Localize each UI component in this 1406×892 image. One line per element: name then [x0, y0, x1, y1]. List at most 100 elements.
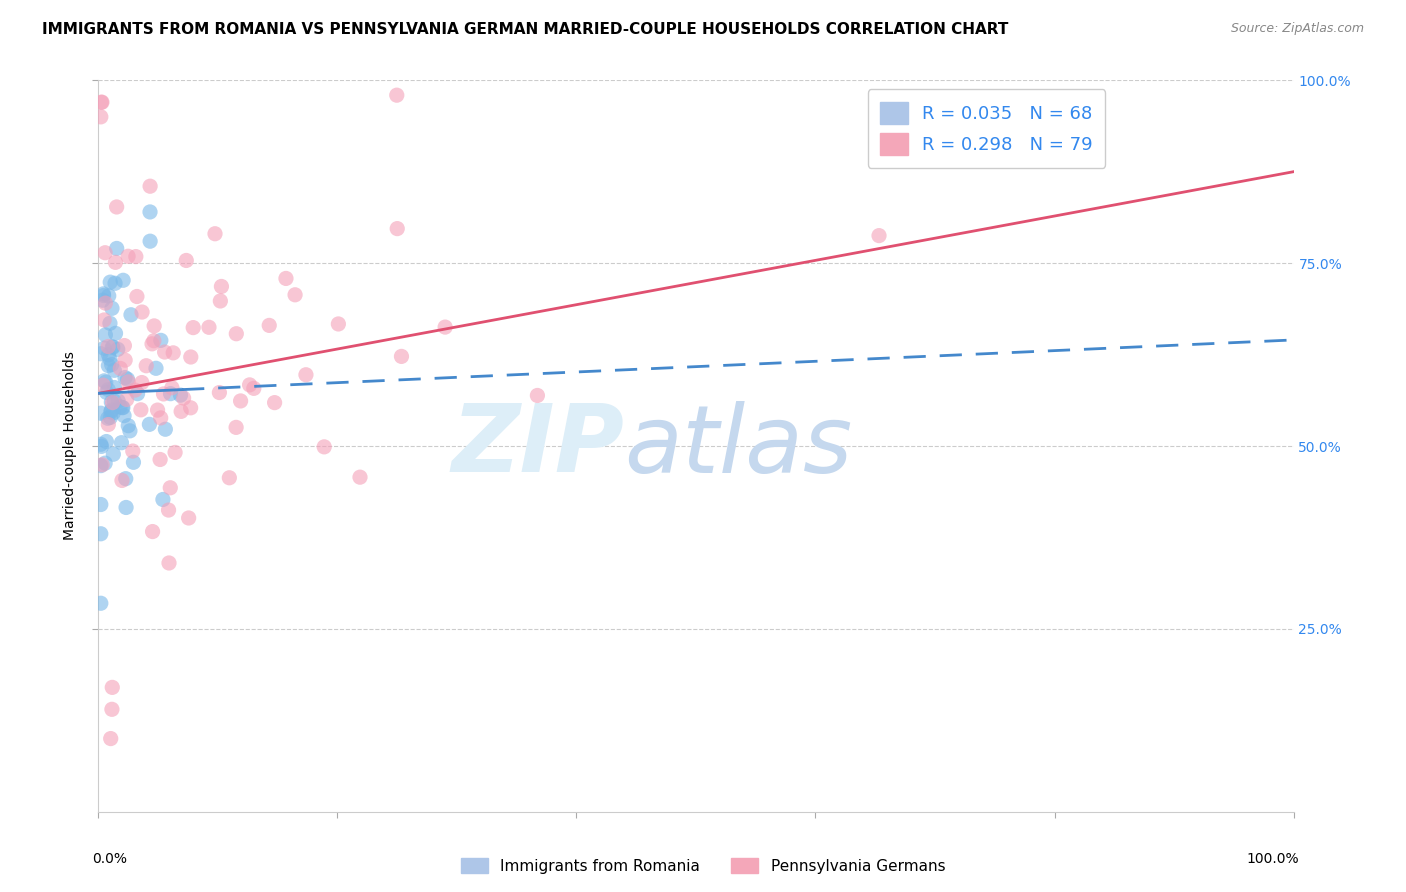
Point: [145, 361, 167, 376]
Point: [105, 242, 128, 256]
Point: [114, 472, 136, 486]
Point: [263, 395, 285, 409]
Point: [103, 394, 125, 409]
Point: [94, 296, 117, 310]
Point: [117, 372, 139, 386]
Legend: Immigrants from Romania, Pennsylvania Germans: Immigrants from Romania, Pennsylvania Ge…: [454, 852, 952, 880]
Point: [98, 275, 121, 289]
Point: [115, 392, 138, 407]
Point: [101, 681, 124, 695]
Point: [349, 470, 371, 484]
Text: ZIP: ZIP: [451, 400, 624, 492]
Point: [111, 401, 134, 415]
Point: [101, 395, 124, 409]
Point: [385, 88, 408, 103]
Point: [104, 326, 127, 341]
Point: [105, 200, 128, 214]
Point: [90, 347, 112, 361]
Text: atlas: atlas: [624, 401, 852, 491]
Point: [94, 456, 117, 470]
Point: [152, 492, 174, 507]
Point: [314, 440, 336, 454]
Point: [177, 511, 200, 525]
Point: [180, 401, 202, 415]
Point: [97, 417, 120, 432]
Point: [181, 320, 204, 334]
Point: [98, 351, 121, 366]
Point: [157, 556, 180, 570]
Point: [198, 320, 221, 334]
Point: [142, 334, 165, 348]
Point: [139, 234, 162, 248]
Point: [868, 228, 890, 243]
Point: [107, 343, 129, 357]
Point: [143, 318, 166, 333]
Point: [94, 375, 117, 389]
Point: [173, 391, 195, 405]
Point: [142, 524, 165, 539]
Point: [96, 434, 118, 449]
Point: [125, 289, 148, 303]
Point: [97, 383, 120, 397]
Point: [97, 411, 120, 425]
Point: [108, 400, 131, 414]
Point: [103, 447, 125, 461]
Point: [218, 471, 240, 485]
Point: [91, 293, 114, 308]
Point: [101, 340, 124, 354]
Point: [157, 503, 180, 517]
Point: [93, 286, 115, 301]
Point: [96, 385, 118, 400]
Point: [149, 411, 172, 425]
Point: [91, 458, 114, 472]
Point: [114, 353, 136, 368]
Point: [434, 320, 457, 334]
Point: [103, 406, 125, 420]
Point: [155, 422, 177, 436]
Point: [97, 289, 120, 303]
Point: [94, 245, 117, 260]
Point: [165, 445, 187, 459]
Point: [239, 377, 262, 392]
Point: [90, 437, 112, 451]
Point: [90, 95, 112, 110]
Point: [111, 401, 134, 415]
Point: [209, 293, 232, 308]
Point: [160, 381, 183, 395]
Point: [208, 385, 231, 400]
Point: [180, 350, 202, 364]
Point: [103, 380, 125, 394]
Point: [100, 731, 122, 746]
Legend: R = 0.035   N = 68, R = 0.298   N = 79: R = 0.035 N = 68, R = 0.298 N = 79: [868, 89, 1105, 168]
Point: [117, 249, 139, 263]
Point: [225, 420, 247, 434]
Point: [120, 308, 142, 322]
Point: [149, 452, 172, 467]
Point: [117, 418, 139, 433]
Point: [149, 334, 172, 348]
Point: [118, 424, 141, 438]
Point: [93, 313, 115, 327]
Point: [225, 326, 247, 341]
Point: [274, 271, 297, 285]
Point: [162, 346, 184, 360]
Point: [170, 404, 193, 418]
Point: [103, 363, 125, 377]
Point: [209, 279, 232, 293]
Text: Source: ZipAtlas.com: Source: ZipAtlas.com: [1230, 22, 1364, 36]
Point: [90, 439, 112, 453]
Point: [204, 227, 226, 241]
Point: [139, 205, 162, 219]
Text: 0.0%: 0.0%: [93, 852, 128, 866]
Point: [124, 383, 146, 397]
Point: [117, 375, 139, 389]
Point: [100, 403, 122, 417]
Point: [90, 498, 112, 512]
Point: [101, 340, 124, 354]
Point: [101, 301, 124, 316]
Point: [111, 474, 134, 488]
Point: [153, 345, 176, 359]
Point: [391, 350, 413, 364]
Point: [114, 370, 136, 384]
Point: [295, 368, 318, 382]
